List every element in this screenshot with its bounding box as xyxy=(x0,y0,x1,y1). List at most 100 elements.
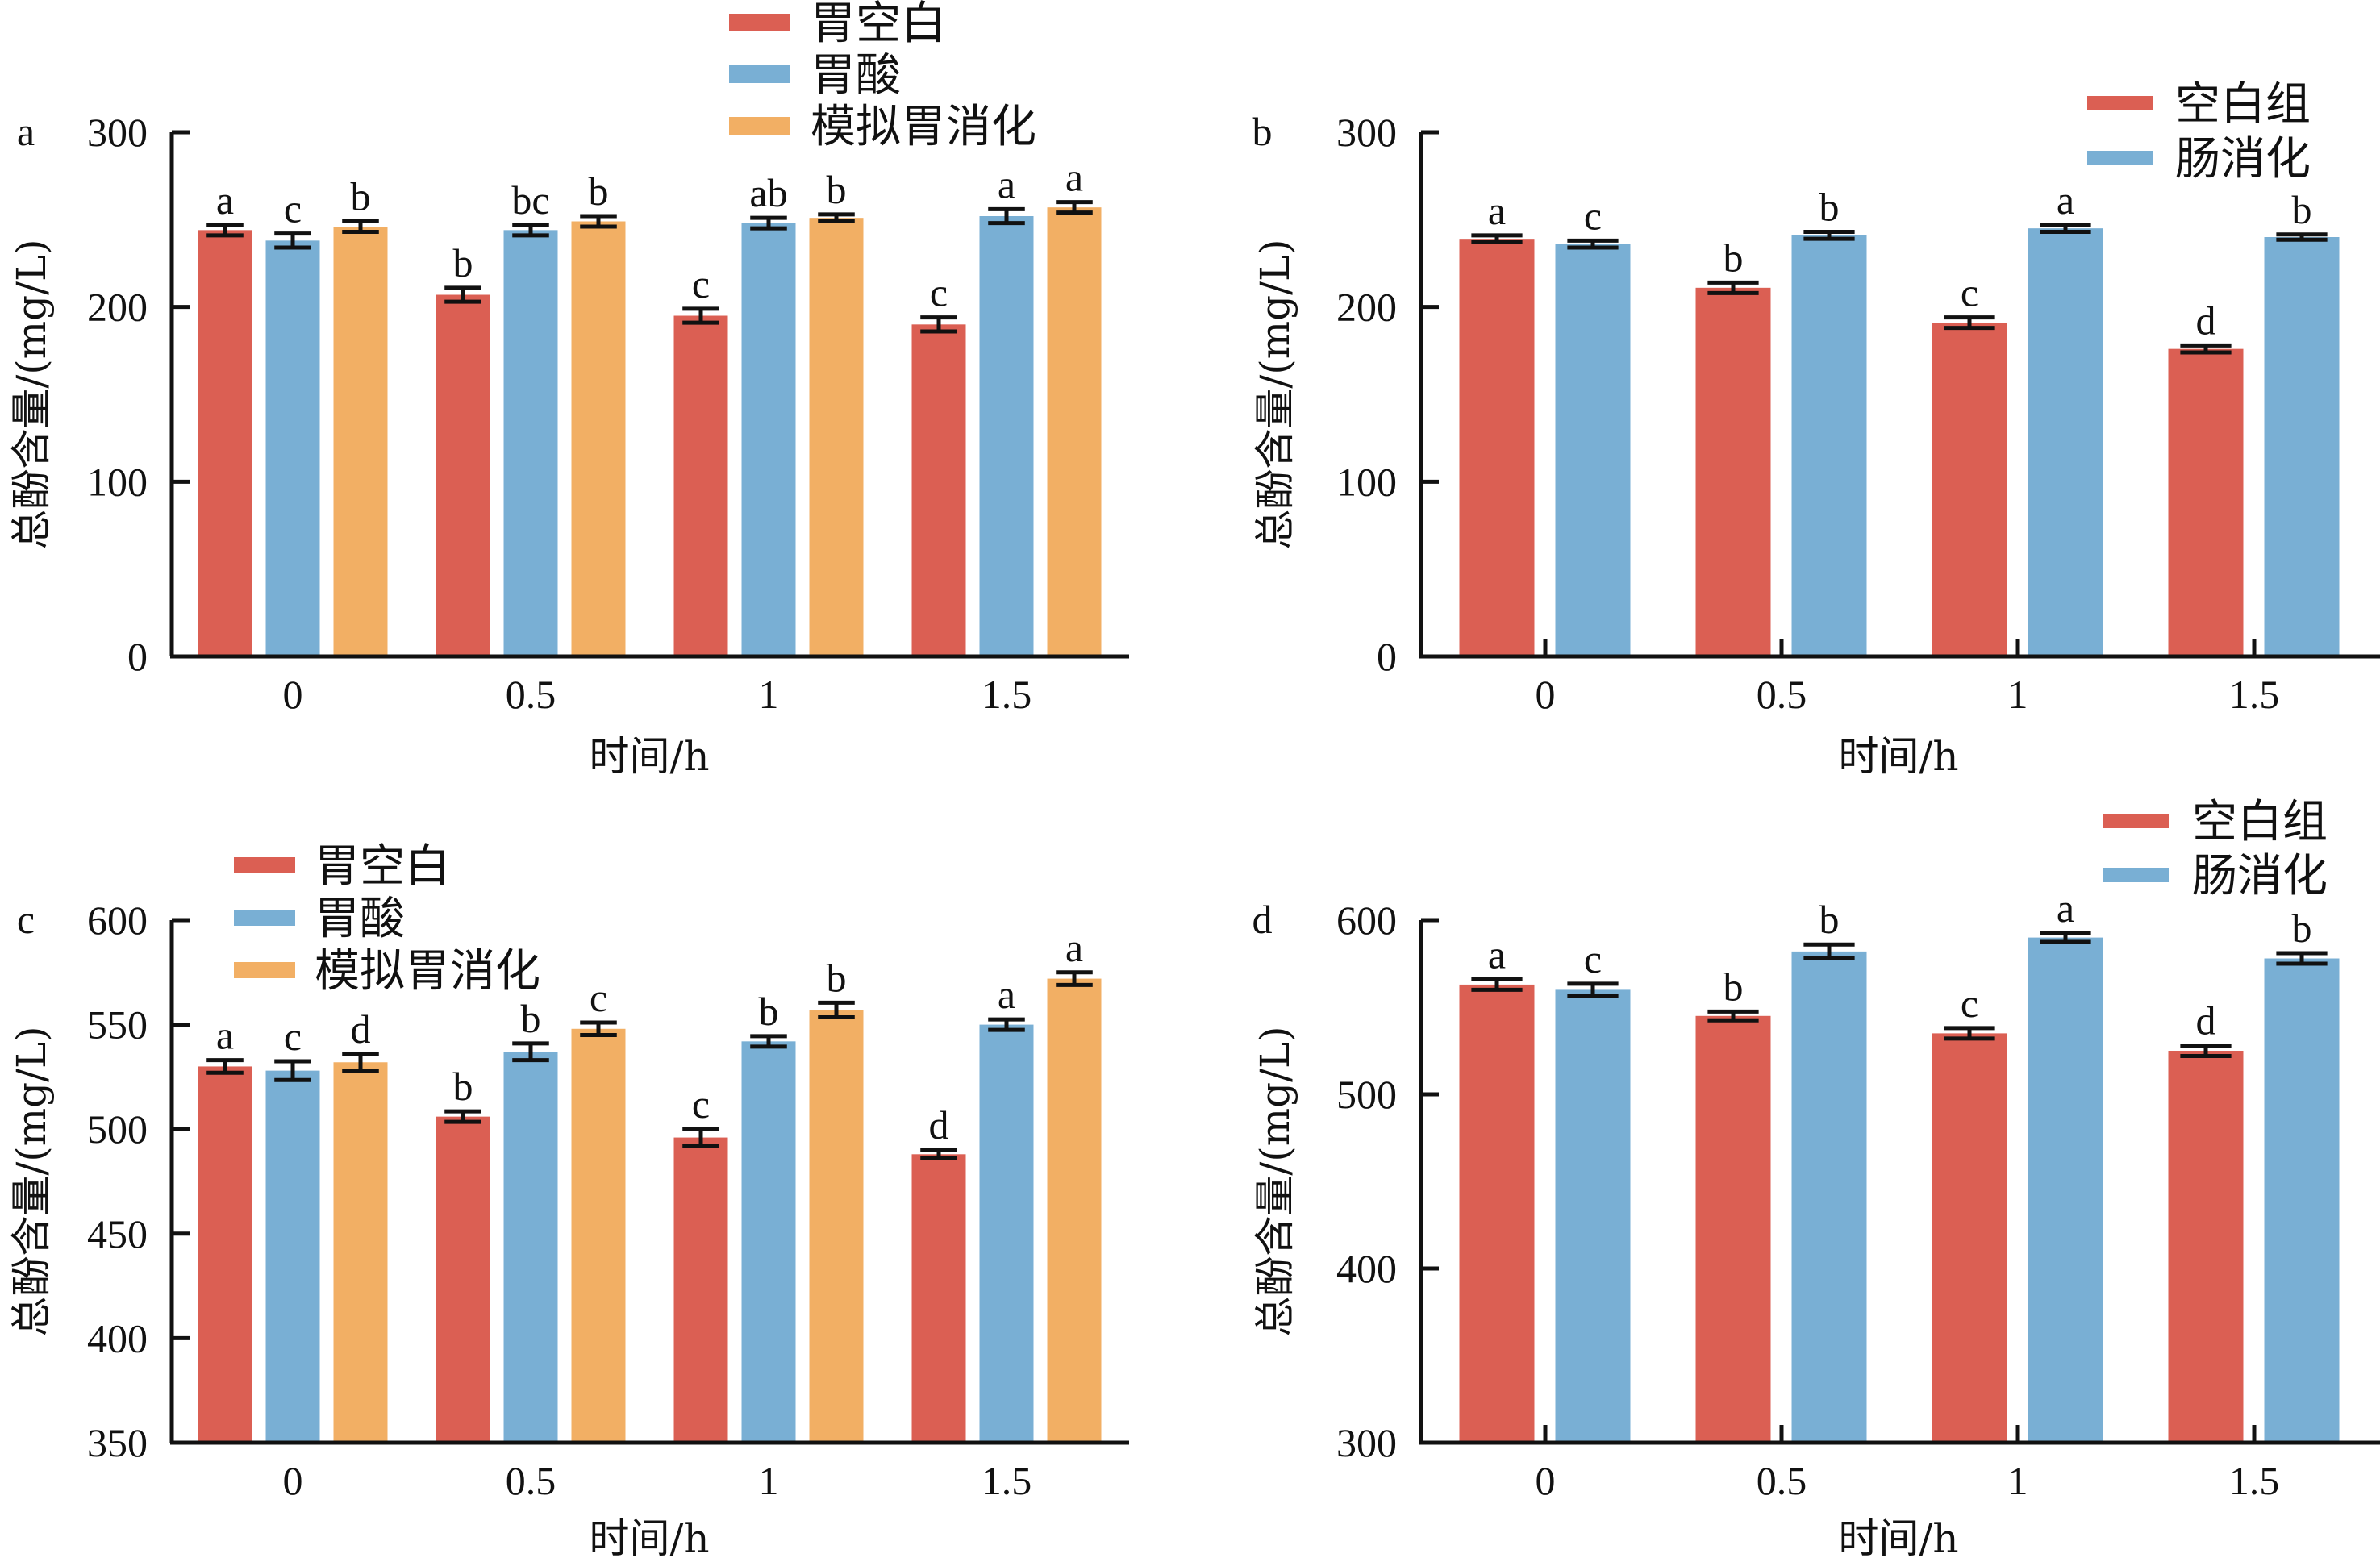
significance-letter: a xyxy=(216,177,234,223)
bar-空白组-1.5 xyxy=(2168,348,2244,655)
bar-空白组-0.5 xyxy=(1695,1015,1771,1441)
significance-letter: b xyxy=(589,169,609,214)
bar-胃空白-0 xyxy=(198,230,252,655)
x-tick-label: 1 xyxy=(2008,1458,2028,1503)
panel-letter: c xyxy=(17,897,35,942)
x-tick-label: 0.5 xyxy=(1757,1458,1807,1503)
y-tick-label: 300 xyxy=(1336,1420,1397,1465)
bar-胃酸-1.5 xyxy=(979,1024,1034,1441)
legend-swatch xyxy=(2087,151,2153,165)
x-tick-label: 0.5 xyxy=(506,1458,556,1503)
significance-letter: a xyxy=(2057,177,2074,223)
x-tick-label: 0.5 xyxy=(1757,672,1807,717)
legend-label: 胃空白 xyxy=(315,840,450,893)
x-tick-label: 0 xyxy=(283,1458,303,1503)
x-tick-label: 0.5 xyxy=(506,672,556,717)
legend-label: 胃酸 xyxy=(315,893,405,945)
bar-胃酸-0 xyxy=(265,240,320,655)
x-tick-label: 0 xyxy=(1536,672,1556,717)
significance-letter: d xyxy=(929,1102,949,1148)
bar-肠消化-1.5 xyxy=(2264,958,2340,1441)
significance-letter: b xyxy=(2292,187,2312,232)
significance-letter: ab xyxy=(749,170,787,215)
panel-letter: b xyxy=(1253,109,1273,154)
bar-肠消化-1 xyxy=(2028,228,2103,655)
significance-letter: c xyxy=(1584,936,1602,981)
panel-letter: a xyxy=(17,109,35,154)
x-tick-label: 1 xyxy=(759,1458,779,1503)
bar-胃酸-1.5 xyxy=(979,216,1034,655)
x-axis-title: 时间/h xyxy=(589,733,709,780)
bar-空白组-0 xyxy=(1459,239,1535,655)
bar-胃空白-1 xyxy=(673,315,728,655)
y-tick-label: 0 xyxy=(1377,634,1397,679)
x-tick-label: 1.5 xyxy=(982,1458,1032,1503)
significance-letter: c xyxy=(284,1014,302,1059)
significance-letter: b xyxy=(827,955,847,1000)
bar-模拟胃消化-1.5 xyxy=(1047,978,1102,1441)
y-tick-label: 600 xyxy=(1336,898,1397,943)
x-tick-label: 1.5 xyxy=(2229,672,2280,717)
bar-空白组-0.5 xyxy=(1695,287,1771,655)
significance-letter: b xyxy=(827,167,847,212)
y-tick-label: 600 xyxy=(87,898,148,943)
significance-letter: c xyxy=(930,270,948,315)
bar-模拟胃消化-1 xyxy=(809,218,864,655)
bar-胃空白-0.5 xyxy=(436,294,490,655)
bar-空白组-1 xyxy=(1932,323,2007,655)
significance-letter: b xyxy=(521,996,541,1041)
significance-letter: c xyxy=(1584,193,1602,238)
x-tick-label: 0 xyxy=(283,672,303,717)
bar-胃酸-0 xyxy=(265,1070,320,1441)
y-tick-label: 200 xyxy=(87,285,148,330)
panel-b: b 0 100 200 300 0 0.5 1 1.5 时间/h 总酚含量/(mg/L) a b c d 空白… xyxy=(1252,78,2380,780)
legend-swatch xyxy=(234,910,295,926)
y-tick-label: 200 xyxy=(1336,285,1397,330)
panel-letter: d xyxy=(1253,897,1273,942)
legend-swatch xyxy=(2103,814,2169,828)
significance-letter: a xyxy=(1488,188,1506,233)
significance-letter: a xyxy=(998,972,1015,1017)
bar-胃空白-0 xyxy=(198,1066,252,1441)
y-tick-label: 400 xyxy=(1336,1246,1397,1291)
significance-letter: b xyxy=(759,989,779,1034)
significance-letter: b xyxy=(351,174,371,219)
significance-letter: b xyxy=(453,240,473,285)
significance-letter: b xyxy=(1724,964,1744,1009)
bar-模拟胃消化-0.5 xyxy=(571,221,626,655)
significance-letter: c xyxy=(284,186,302,231)
legend-label: 肠消化 xyxy=(2192,850,2328,902)
significance-letter: a xyxy=(1488,931,1506,977)
significance-letter: b xyxy=(453,1064,473,1109)
bar-胃空白-0.5 xyxy=(436,1116,490,1441)
bar-模拟胃消化-1.5 xyxy=(1047,207,1102,655)
legend-swatch xyxy=(729,14,790,31)
significance-letter: bc xyxy=(511,177,549,223)
bar-空白组-0 xyxy=(1459,984,1535,1441)
x-tick-label: 1 xyxy=(2008,672,2028,717)
bar-胃酸-0.5 xyxy=(503,230,558,655)
y-tick-label: 500 xyxy=(1336,1072,1397,1117)
bar-模拟胃消化-0 xyxy=(333,227,388,655)
legend-label: 模拟胃消化 xyxy=(811,101,1036,153)
x-tick-label: 0 xyxy=(1536,1458,1556,1503)
legend-label: 肠消化 xyxy=(2175,133,2311,185)
legend-label: 空白组 xyxy=(2175,78,2311,131)
legend-label: 胃酸 xyxy=(811,49,901,102)
y-tick-label: 400 xyxy=(87,1315,148,1360)
y-tick-label: 500 xyxy=(87,1106,148,1152)
bar-肠消化-1 xyxy=(2028,937,2103,1441)
x-axis-title: 时间/h xyxy=(1838,733,1958,780)
x-tick-label: 1 xyxy=(759,672,779,717)
y-tick-label: 0 xyxy=(127,634,148,679)
y-tick-label: 450 xyxy=(87,1211,148,1256)
significance-letter: a xyxy=(1065,925,1083,970)
bar-空白组-1.5 xyxy=(2168,1051,2244,1441)
bar-模拟胃消化-0 xyxy=(333,1062,388,1441)
bar-胃空白-1 xyxy=(673,1137,728,1441)
significance-letter: a xyxy=(2057,885,2074,931)
significance-letter: c xyxy=(1961,981,1978,1026)
significance-letter: d xyxy=(2196,998,2216,1044)
